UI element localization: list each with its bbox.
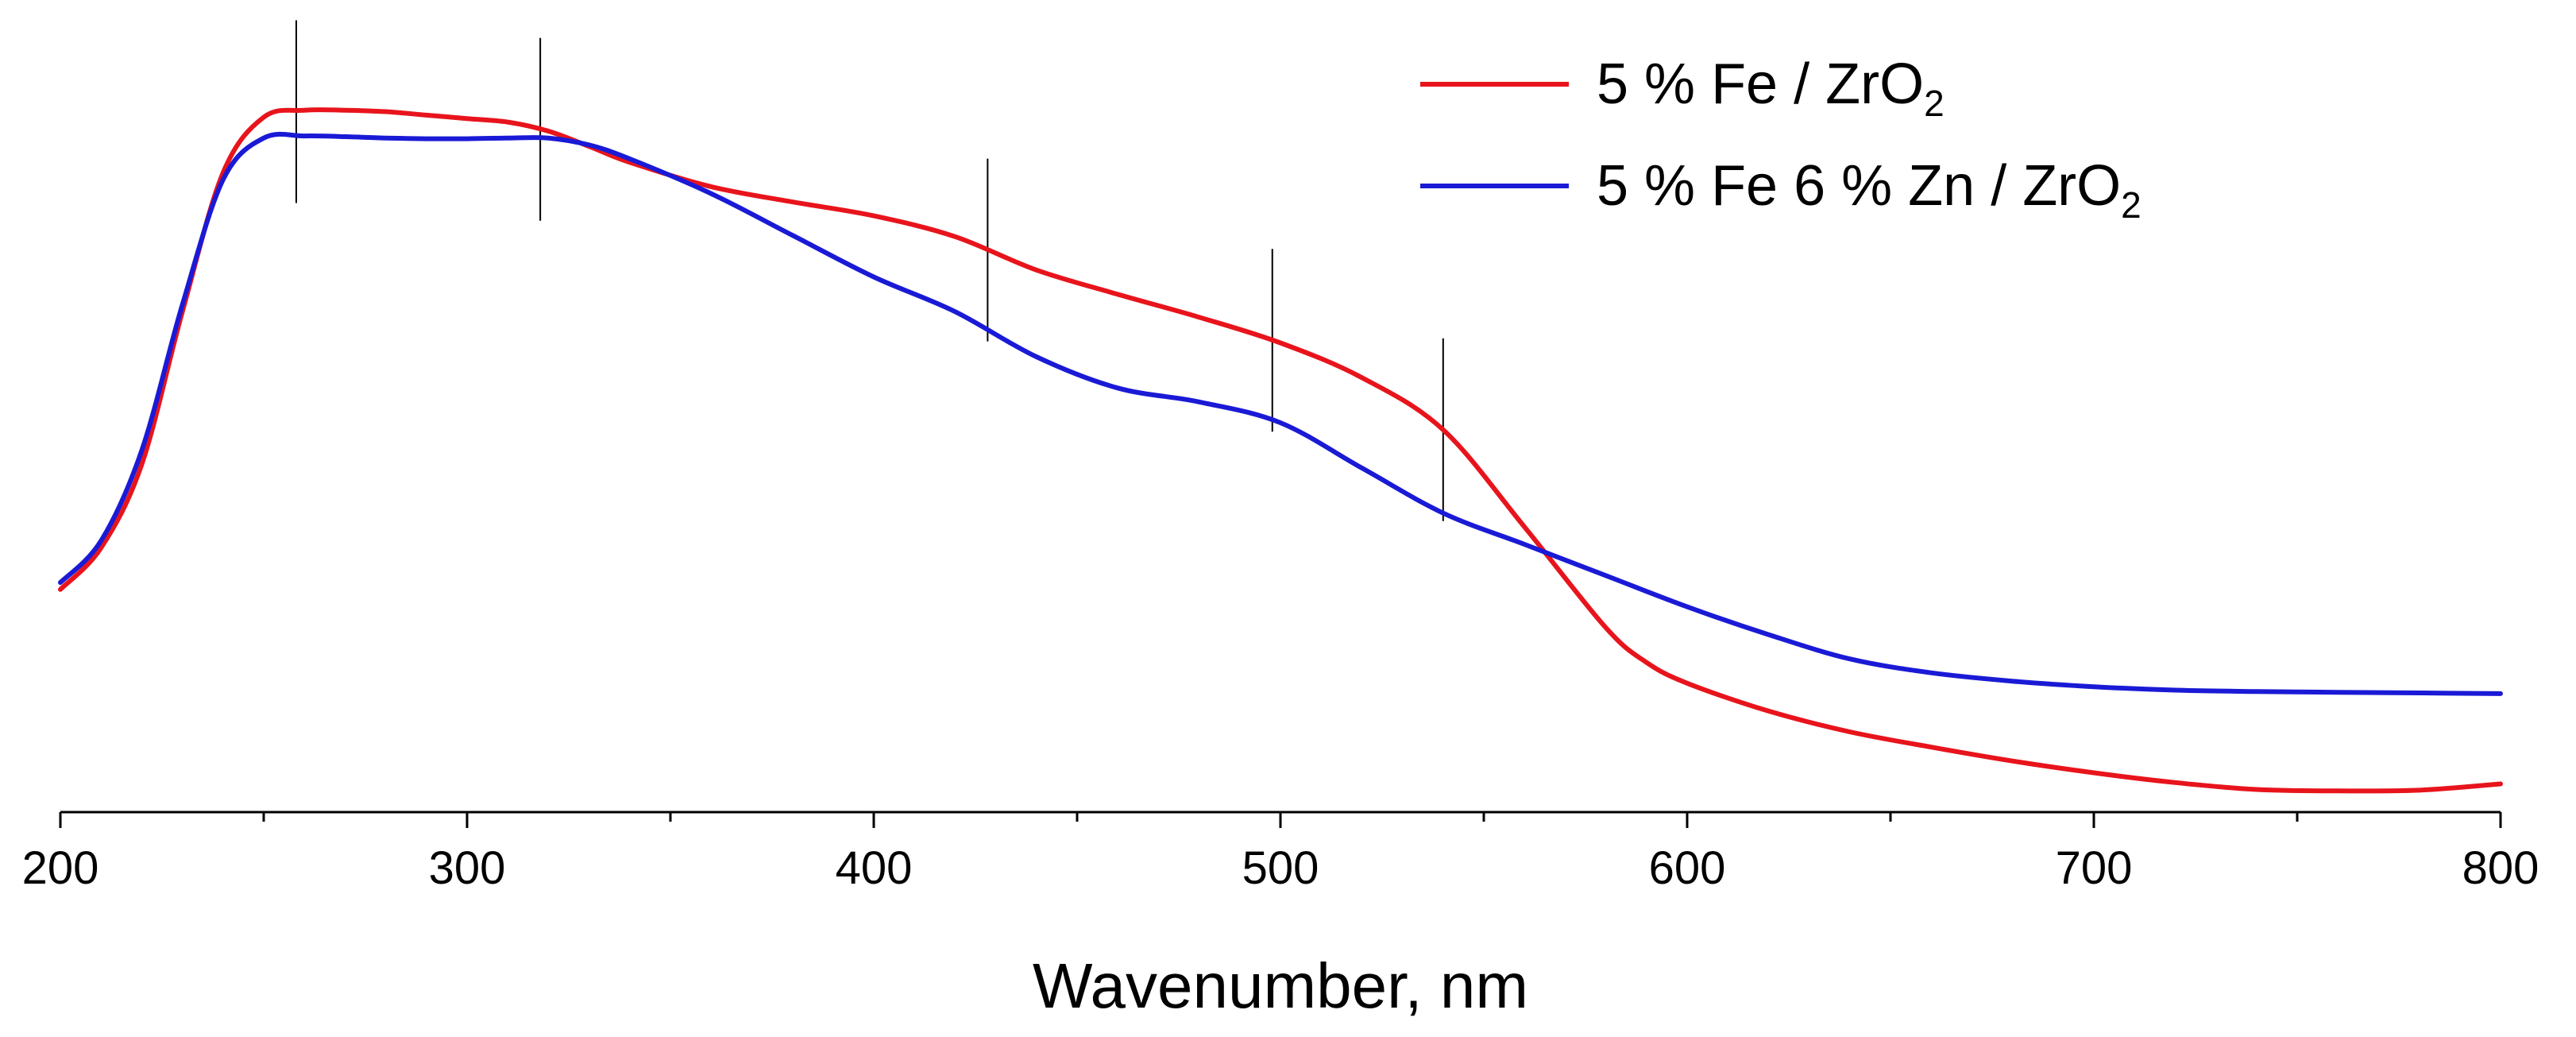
x-tick-label: 500	[1242, 842, 1319, 894]
legend-label: 5 % Fe 6 % Zn / ZrO2	[1597, 154, 2142, 226]
series-line-fe-zro2	[58, 107, 2503, 794]
x-tick-label: 200	[22, 842, 99, 894]
x-axis-title: Wavenumber, nm	[1033, 950, 1528, 1021]
series-lines	[58, 107, 2503, 794]
legend: 5 % Fe / ZrO2 5 % Fe 6 % Zn / ZrO2	[1420, 52, 2142, 226]
x-tick-label: 800	[2462, 842, 2539, 894]
x-tick-label: 700	[2056, 842, 2133, 894]
x-tick-label: 600	[1649, 842, 1726, 894]
legend-subscript: 2	[1924, 83, 1945, 124]
x-axis: 200 300 400 500 600 700 800	[22, 811, 2539, 894]
legend-label: 5 % Fe / ZrO2	[1597, 52, 1945, 124]
x-tick-label: 300	[429, 842, 506, 894]
series-line-fe-zn-zro2	[58, 131, 2503, 696]
x-tick-label: 400	[836, 842, 913, 894]
legend-subscript: 2	[2121, 184, 2142, 226]
